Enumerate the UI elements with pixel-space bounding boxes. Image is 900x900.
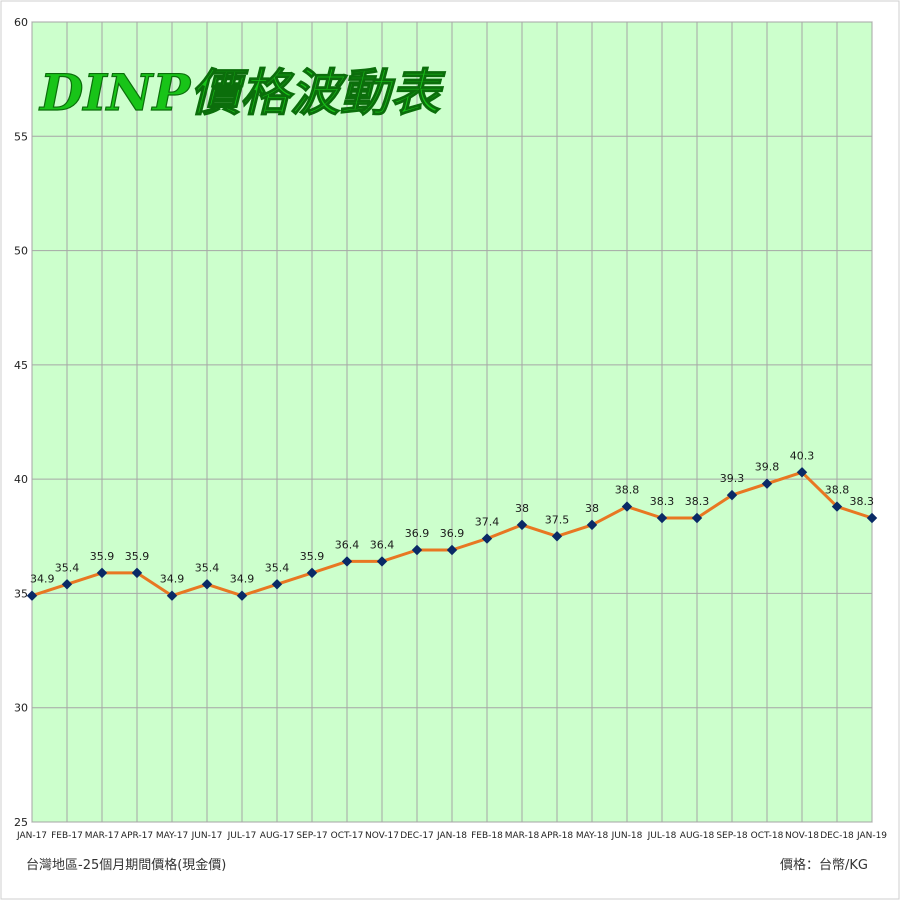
x-tick-label: JAN-18 (436, 831, 467, 841)
x-tick-label: JUL-18 (647, 831, 677, 841)
data-label: 35.9 (90, 550, 115, 563)
x-tick-label: MAY-18 (576, 831, 609, 841)
y-tick-label: 35 (14, 587, 28, 600)
data-point (131, 567, 143, 579)
data-point (831, 501, 843, 512)
data-label: 40.3 (790, 449, 815, 462)
data-label: 36.9 (440, 527, 465, 540)
data-label: 39.3 (720, 472, 745, 485)
chart-title: DINP價格波動表 (38, 63, 446, 122)
data-label: 35.9 (300, 550, 325, 563)
data-point (621, 501, 633, 512)
data-label: 34.9 (230, 573, 255, 586)
data-label: 38.3 (850, 495, 875, 508)
data-label: 38 (585, 502, 599, 515)
data-point (446, 544, 458, 556)
x-tick-label: SEP-17 (296, 831, 327, 841)
data-label: 35.4 (265, 561, 290, 574)
footnote-unit: 價格：台幣/KG (780, 857, 868, 873)
x-tick-label: NOV-18 (785, 831, 819, 841)
data-label: 38.3 (650, 495, 675, 508)
data-label: 38.8 (825, 484, 850, 497)
y-tick-label: 30 (14, 702, 28, 715)
grid-lines (31, 21, 873, 823)
x-tick-label: OCT-17 (331, 831, 364, 841)
x-tick-label: OCT-18 (751, 831, 784, 841)
x-tick-label: DEC-17 (400, 831, 434, 841)
data-point (796, 467, 808, 478)
data-point (376, 556, 388, 567)
x-tick-label: FEB-17 (51, 831, 83, 841)
y-tick-label: 25 (14, 816, 28, 829)
x-tick-label: JAN-19 (856, 831, 887, 841)
x-tick-label: SEP-18 (716, 831, 748, 841)
data-points (26, 467, 878, 601)
data-label: 37.4 (475, 516, 500, 529)
data-point (341, 556, 353, 567)
data-point (26, 590, 38, 601)
data-label: 36.9 (405, 527, 430, 540)
data-label: 35.9 (125, 550, 150, 563)
x-tick-label: JUN-18 (611, 831, 643, 841)
data-label: 34.9 (30, 573, 55, 586)
data-labels: 34.935.435.9 35.934.935.434.935.435.936.4… (30, 449, 874, 585)
x-tick-label: JUN-17 (191, 831, 223, 841)
data-label: 38.8 (615, 484, 640, 497)
data-point (761, 478, 773, 489)
x-tick-label: FEB-18 (471, 831, 503, 841)
data-label: 36.4 (370, 538, 395, 551)
data-label: 36.4 (335, 538, 360, 551)
data-point (271, 579, 283, 590)
data-point (691, 512, 703, 524)
x-tick-label: JAN-17 (16, 831, 47, 841)
y-tick-label: 55 (14, 130, 28, 143)
x-tick-label: APR-17 (121, 831, 153, 841)
x-tick-label: JUL-17 (227, 831, 257, 841)
data-point (96, 567, 108, 579)
data-point (726, 489, 738, 501)
data-point (516, 519, 528, 531)
data-point (201, 579, 213, 590)
y-tick-label: 45 (14, 359, 28, 372)
data-label: 39.8 (755, 461, 780, 474)
x-tick-label: MAR-17 (85, 831, 120, 841)
x-tick-label: AUG-18 (680, 831, 715, 841)
data-point (551, 531, 563, 542)
x-tick-label: NOV-17 (365, 831, 399, 841)
data-point (236, 590, 248, 601)
data-point (586, 519, 598, 531)
data-label: 35.4 (55, 561, 80, 574)
y-axis: 25 30 35 40 45 50 55 60 (14, 16, 28, 829)
x-tick-label: MAR-18 (505, 831, 540, 841)
data-label: 34.9 (160, 573, 185, 586)
data-point (656, 512, 668, 524)
x-tick-label: AUG-17 (260, 831, 294, 841)
data-point (166, 590, 178, 601)
data-point (866, 512, 878, 524)
data-label: 35.4 (195, 561, 220, 574)
data-label: 38.3 (685, 495, 710, 508)
y-tick-label: 40 (14, 473, 28, 486)
x-tick-label: APR-18 (541, 831, 573, 841)
footnote-region: 台灣地區-25個月期間價格(現金價) (26, 857, 226, 873)
data-label: 38 (515, 502, 529, 515)
data-point (306, 567, 318, 579)
data-point (481, 533, 493, 544)
y-tick-label: 60 (14, 16, 28, 29)
x-tick-label: MAY-17 (156, 831, 188, 841)
data-label: 37.5 (545, 513, 570, 526)
data-point (411, 544, 423, 556)
y-tick-label: 50 (14, 245, 28, 258)
data-point (61, 579, 73, 590)
x-tick-label: DEC-18 (820, 831, 854, 841)
x-axis: JAN-17 FEB-17 MAR-17 APR-17 MAY-17 JUN-17 JUL-… (16, 831, 887, 841)
